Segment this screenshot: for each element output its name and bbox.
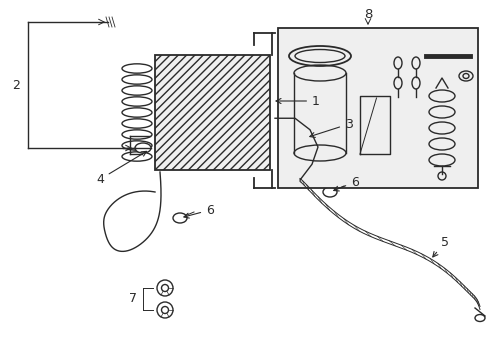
Text: 4: 4 (96, 151, 146, 186)
Text: 6: 6 (333, 176, 358, 191)
Text: 3: 3 (309, 117, 352, 138)
Ellipse shape (135, 143, 151, 153)
Bar (278, 28, 477, 188)
Text: 1: 1 (275, 95, 319, 108)
Text: 6: 6 (183, 203, 214, 218)
Text: 7: 7 (129, 292, 137, 306)
Text: 8: 8 (363, 8, 371, 21)
Bar (155, 55, 269, 170)
Text: 5: 5 (432, 235, 448, 257)
Text: 2: 2 (12, 78, 20, 91)
